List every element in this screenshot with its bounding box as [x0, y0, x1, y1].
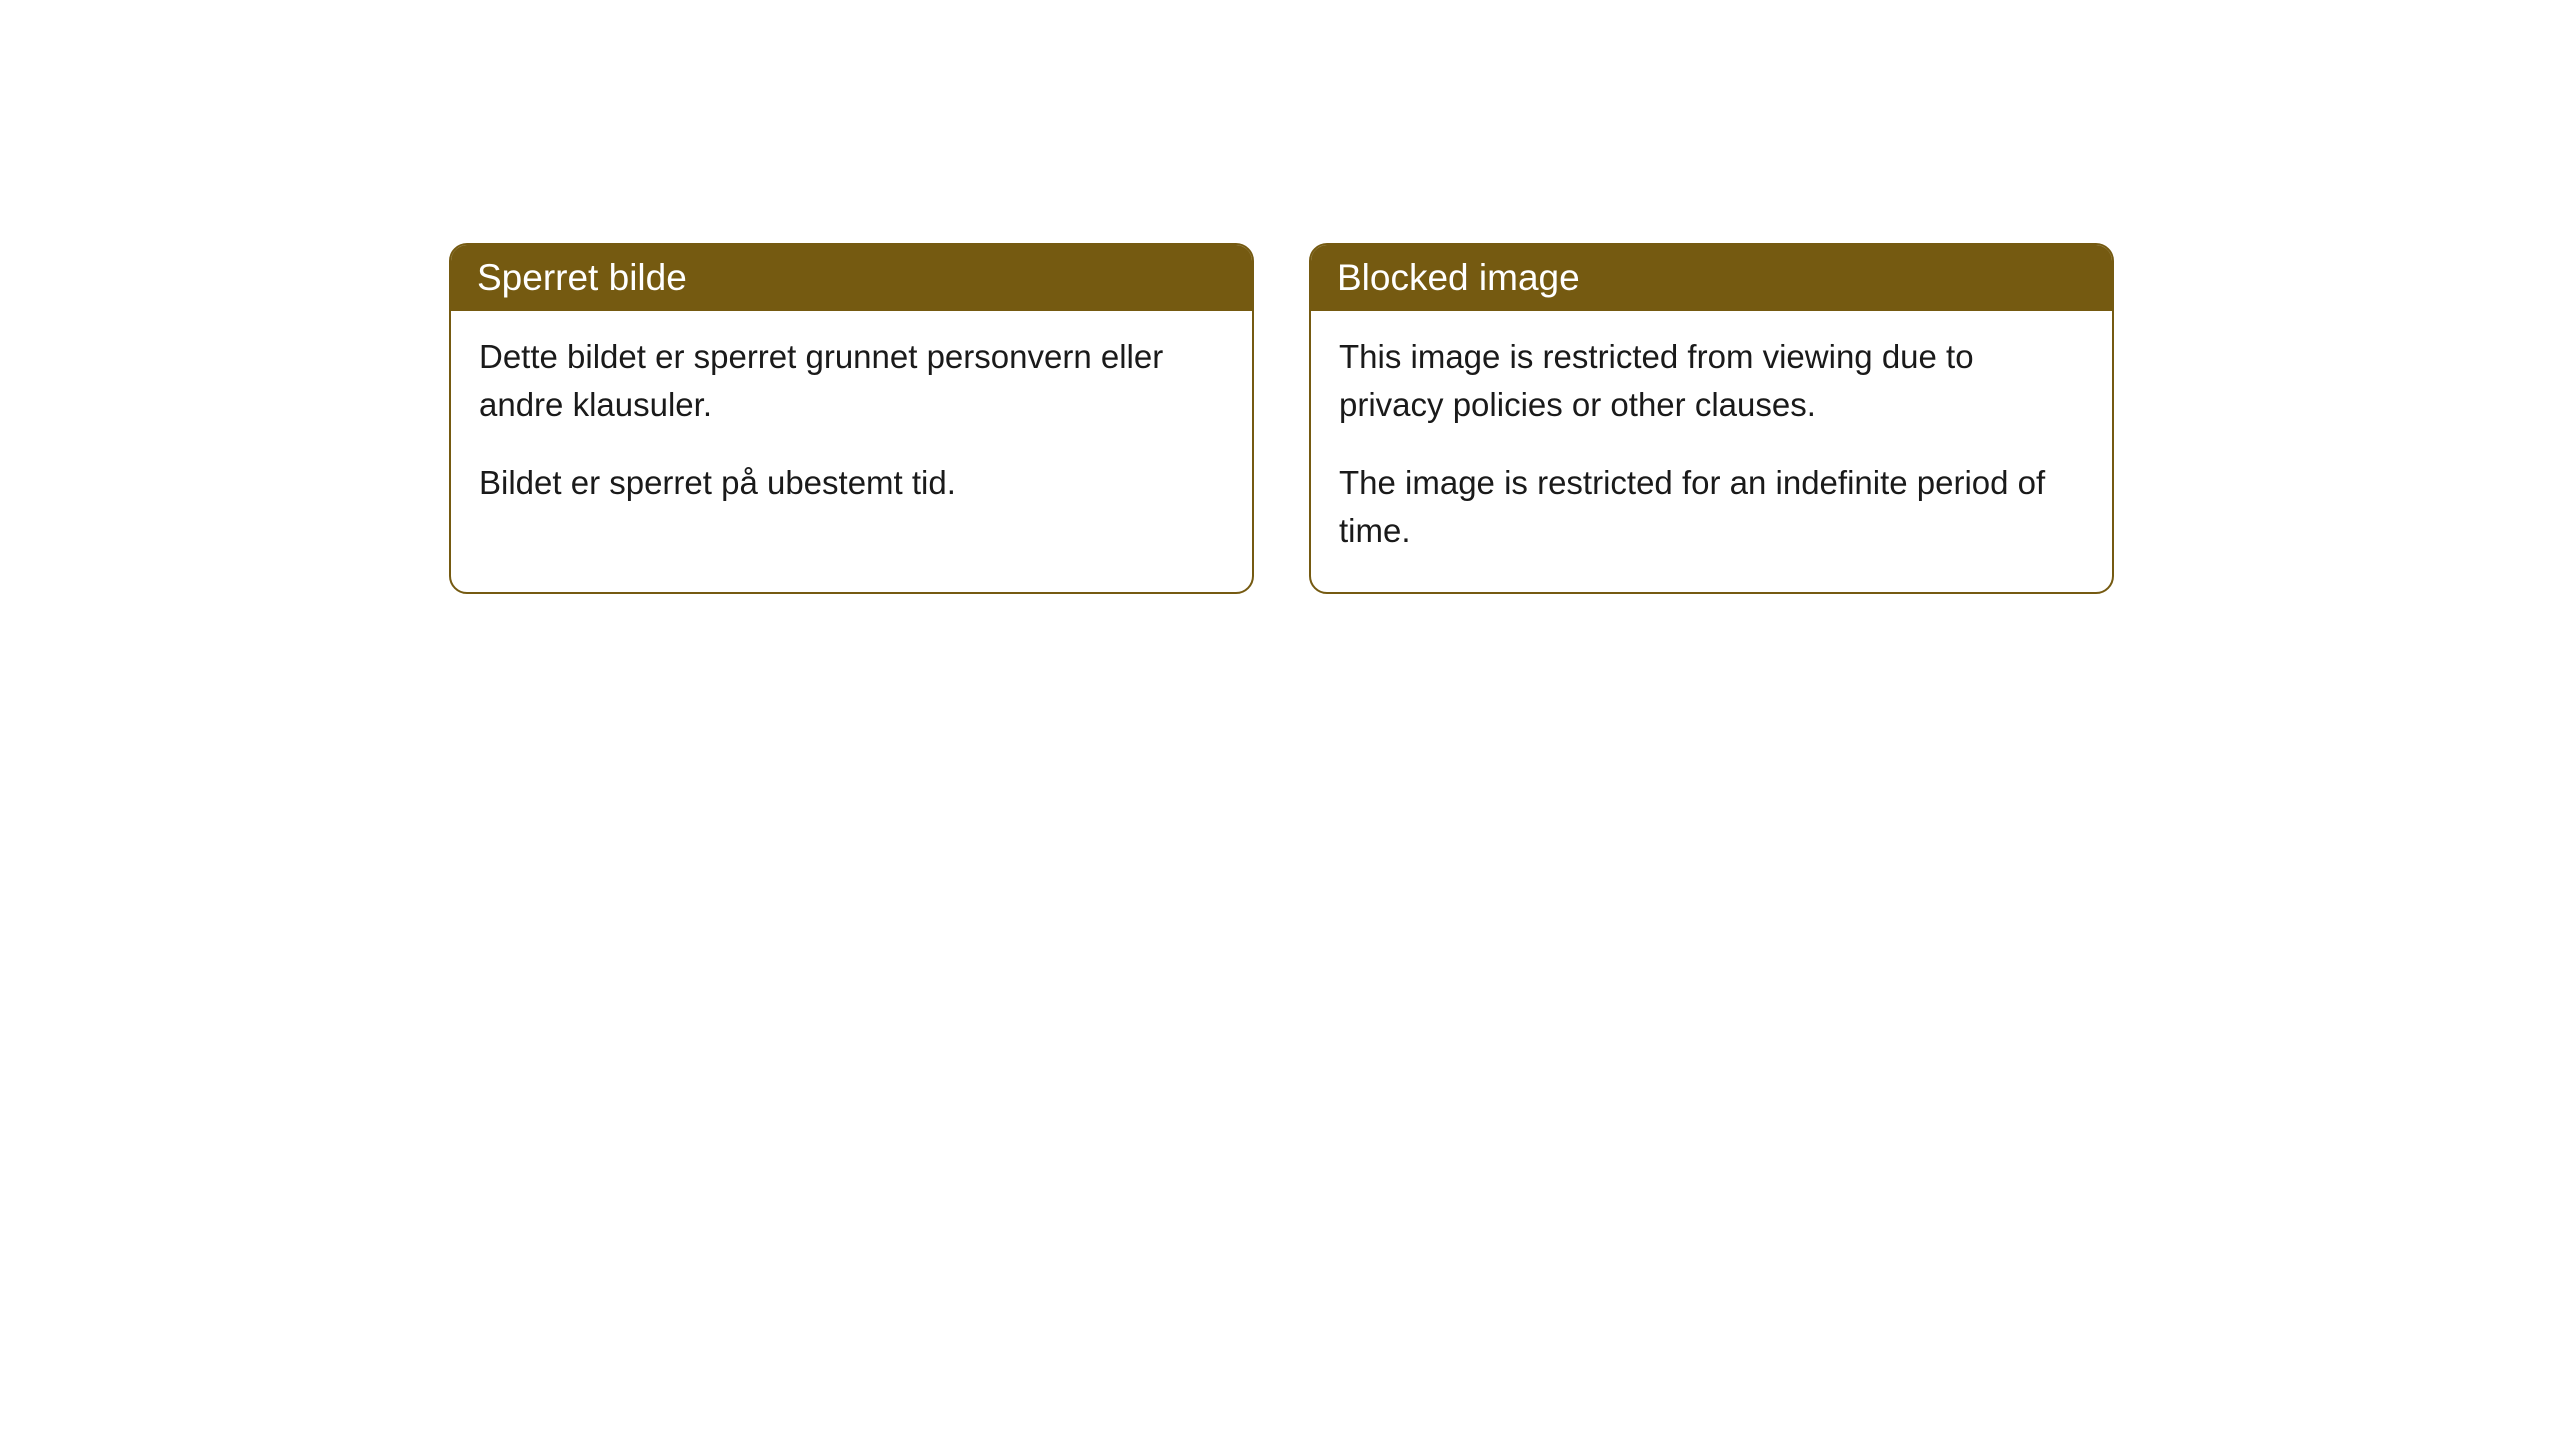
card-body-english: This image is restricted from viewing du… — [1311, 311, 2112, 592]
card-paragraph: This image is restricted from viewing du… — [1339, 333, 2084, 429]
card-title: Sperret bilde — [477, 257, 687, 298]
card-title: Blocked image — [1337, 257, 1580, 298]
card-paragraph: Bildet er sperret på ubestemt tid. — [479, 459, 1224, 507]
card-paragraph: Dette bildet er sperret grunnet personve… — [479, 333, 1224, 429]
blocked-image-card-english: Blocked image This image is restricted f… — [1309, 243, 2114, 594]
blocked-image-card-norwegian: Sperret bilde Dette bildet er sperret gr… — [449, 243, 1254, 594]
card-header-english: Blocked image — [1311, 245, 2112, 311]
card-body-norwegian: Dette bildet er sperret grunnet personve… — [451, 311, 1252, 545]
notice-cards-container: Sperret bilde Dette bildet er sperret gr… — [449, 243, 2114, 594]
card-header-norwegian: Sperret bilde — [451, 245, 1252, 311]
card-paragraph: The image is restricted for an indefinit… — [1339, 459, 2084, 555]
